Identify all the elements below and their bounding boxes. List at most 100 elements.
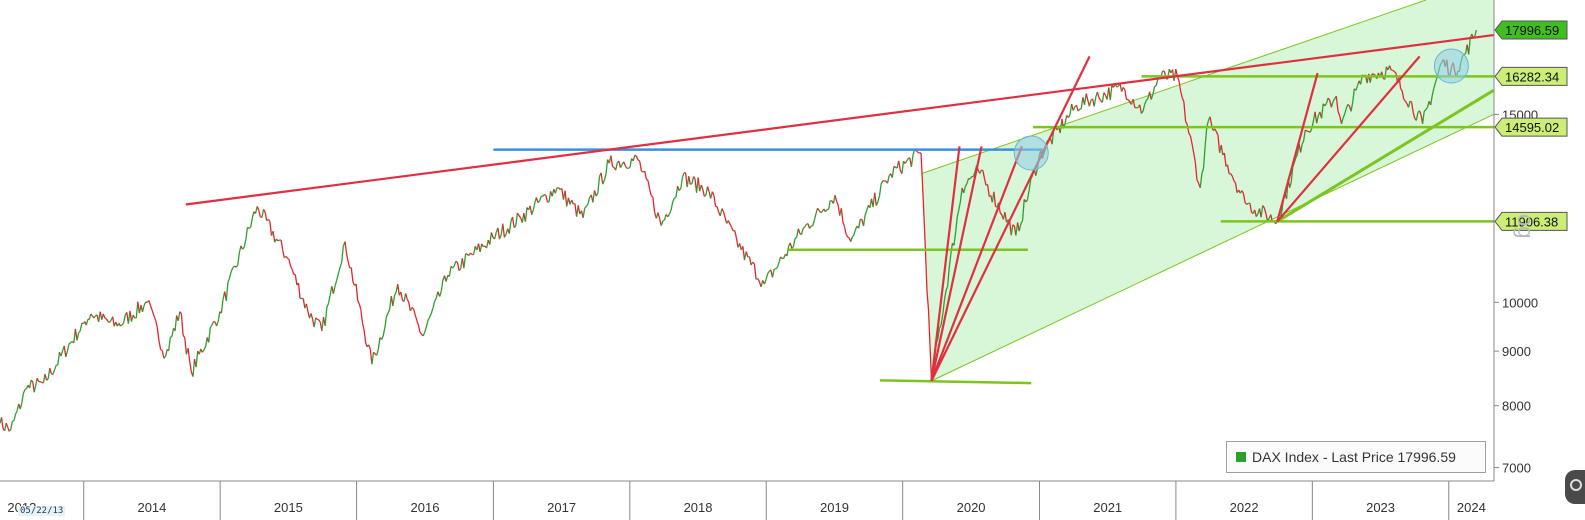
price-segment [584, 205, 587, 209]
price-segment [497, 227, 501, 240]
price-segment [1226, 164, 1230, 174]
price-segment [1075, 105, 1079, 112]
price-segment [445, 275, 449, 282]
price-segment [648, 189, 652, 196]
price-segment [427, 316, 431, 321]
price-segment [46, 378, 49, 381]
price-segment [1404, 100, 1408, 104]
corner-menu-button[interactable] [1565, 470, 1585, 504]
price-segment [163, 355, 167, 359]
price-segment [705, 186, 709, 196]
price-segment [345, 253, 349, 263]
price-segment [866, 205, 869, 211]
price-segment [376, 348, 380, 356]
price-segment [1340, 117, 1344, 124]
price-segment [1330, 101, 1334, 108]
price-segment [318, 319, 321, 323]
price-segment [619, 164, 623, 168]
price-segment [1347, 103, 1350, 107]
price-segment [615, 162, 618, 171]
price-segment [542, 194, 545, 197]
price-segment [358, 303, 362, 310]
price-segment [564, 190, 568, 207]
price-segment [294, 274, 298, 286]
price-segment [264, 211, 268, 221]
price-segment [891, 166, 895, 178]
price-segment [602, 180, 605, 185]
price-segment [986, 184, 990, 197]
price-segment [532, 202, 536, 211]
price-segment [983, 178, 987, 186]
price-segment [713, 195, 717, 207]
price-segment [171, 328, 175, 337]
price-segment [1150, 94, 1154, 100]
price-segment [339, 262, 343, 268]
price-segment [238, 245, 242, 254]
price-segment [516, 212, 520, 217]
price-segment [1070, 103, 1074, 111]
price-segment [972, 171, 976, 177]
price-segment [310, 313, 314, 320]
price-segment [529, 205, 533, 215]
price-segment [1332, 98, 1336, 102]
price-segment [291, 269, 295, 275]
price-segment [969, 176, 973, 180]
price-segment [1344, 108, 1347, 115]
price-segment [151, 310, 155, 316]
price-segment [515, 212, 519, 226]
price-segment [1109, 84, 1113, 101]
highlight-circle [1433, 48, 1469, 84]
price-segment [672, 198, 675, 203]
price-segment [406, 298, 410, 303]
price-segment [327, 295, 331, 304]
price-segment [465, 253, 468, 255]
price-segment [670, 201, 674, 211]
price-segment [102, 313, 106, 319]
price-segment [1304, 129, 1308, 132]
price-segment [430, 307, 434, 314]
price-segment [979, 169, 982, 174]
price-segment [537, 200, 541, 204]
price-tag-label: 16282.34 [1505, 69, 1559, 84]
price-segment [1183, 101, 1187, 122]
price-segment [24, 388, 27, 391]
price-segment [5, 422, 9, 428]
price-segment [105, 318, 109, 322]
channel-fill [921, 0, 1494, 381]
price-segment [187, 348, 191, 362]
price-segment [842, 221, 846, 227]
price-segment [703, 194, 707, 198]
price-segment [1116, 85, 1119, 88]
price-segment [53, 364, 57, 370]
price-segment [1401, 90, 1405, 100]
price-segment [277, 239, 280, 242]
price-segment [1204, 127, 1208, 147]
price-segment [558, 187, 561, 190]
price-segment [632, 155, 636, 162]
price-segment [1299, 144, 1303, 153]
price-segment [164, 349, 168, 357]
price-segment [1083, 93, 1087, 105]
price-segment [228, 271, 232, 279]
price-segment [680, 177, 684, 189]
price-segment [1064, 115, 1068, 124]
price-segment [1316, 115, 1319, 124]
price-segment [691, 176, 695, 184]
price-segment [363, 329, 367, 343]
price-segment [201, 349, 205, 353]
price-segment [104, 317, 107, 320]
x-tick-label: 2018 [684, 500, 713, 515]
price-segment [434, 297, 437, 302]
price-segment [1021, 199, 1025, 221]
price-segment [1314, 111, 1318, 124]
price-segment [160, 348, 163, 352]
price-segment [1209, 116, 1213, 126]
price-segment [1295, 154, 1299, 158]
price-segment [458, 268, 462, 272]
price-tag-label: 14595.02 [1505, 120, 1559, 135]
price-segment [993, 191, 997, 207]
price-segment [1352, 88, 1355, 103]
price-segment [493, 232, 497, 240]
price-segment [1434, 76, 1438, 83]
price-segment [738, 243, 742, 250]
